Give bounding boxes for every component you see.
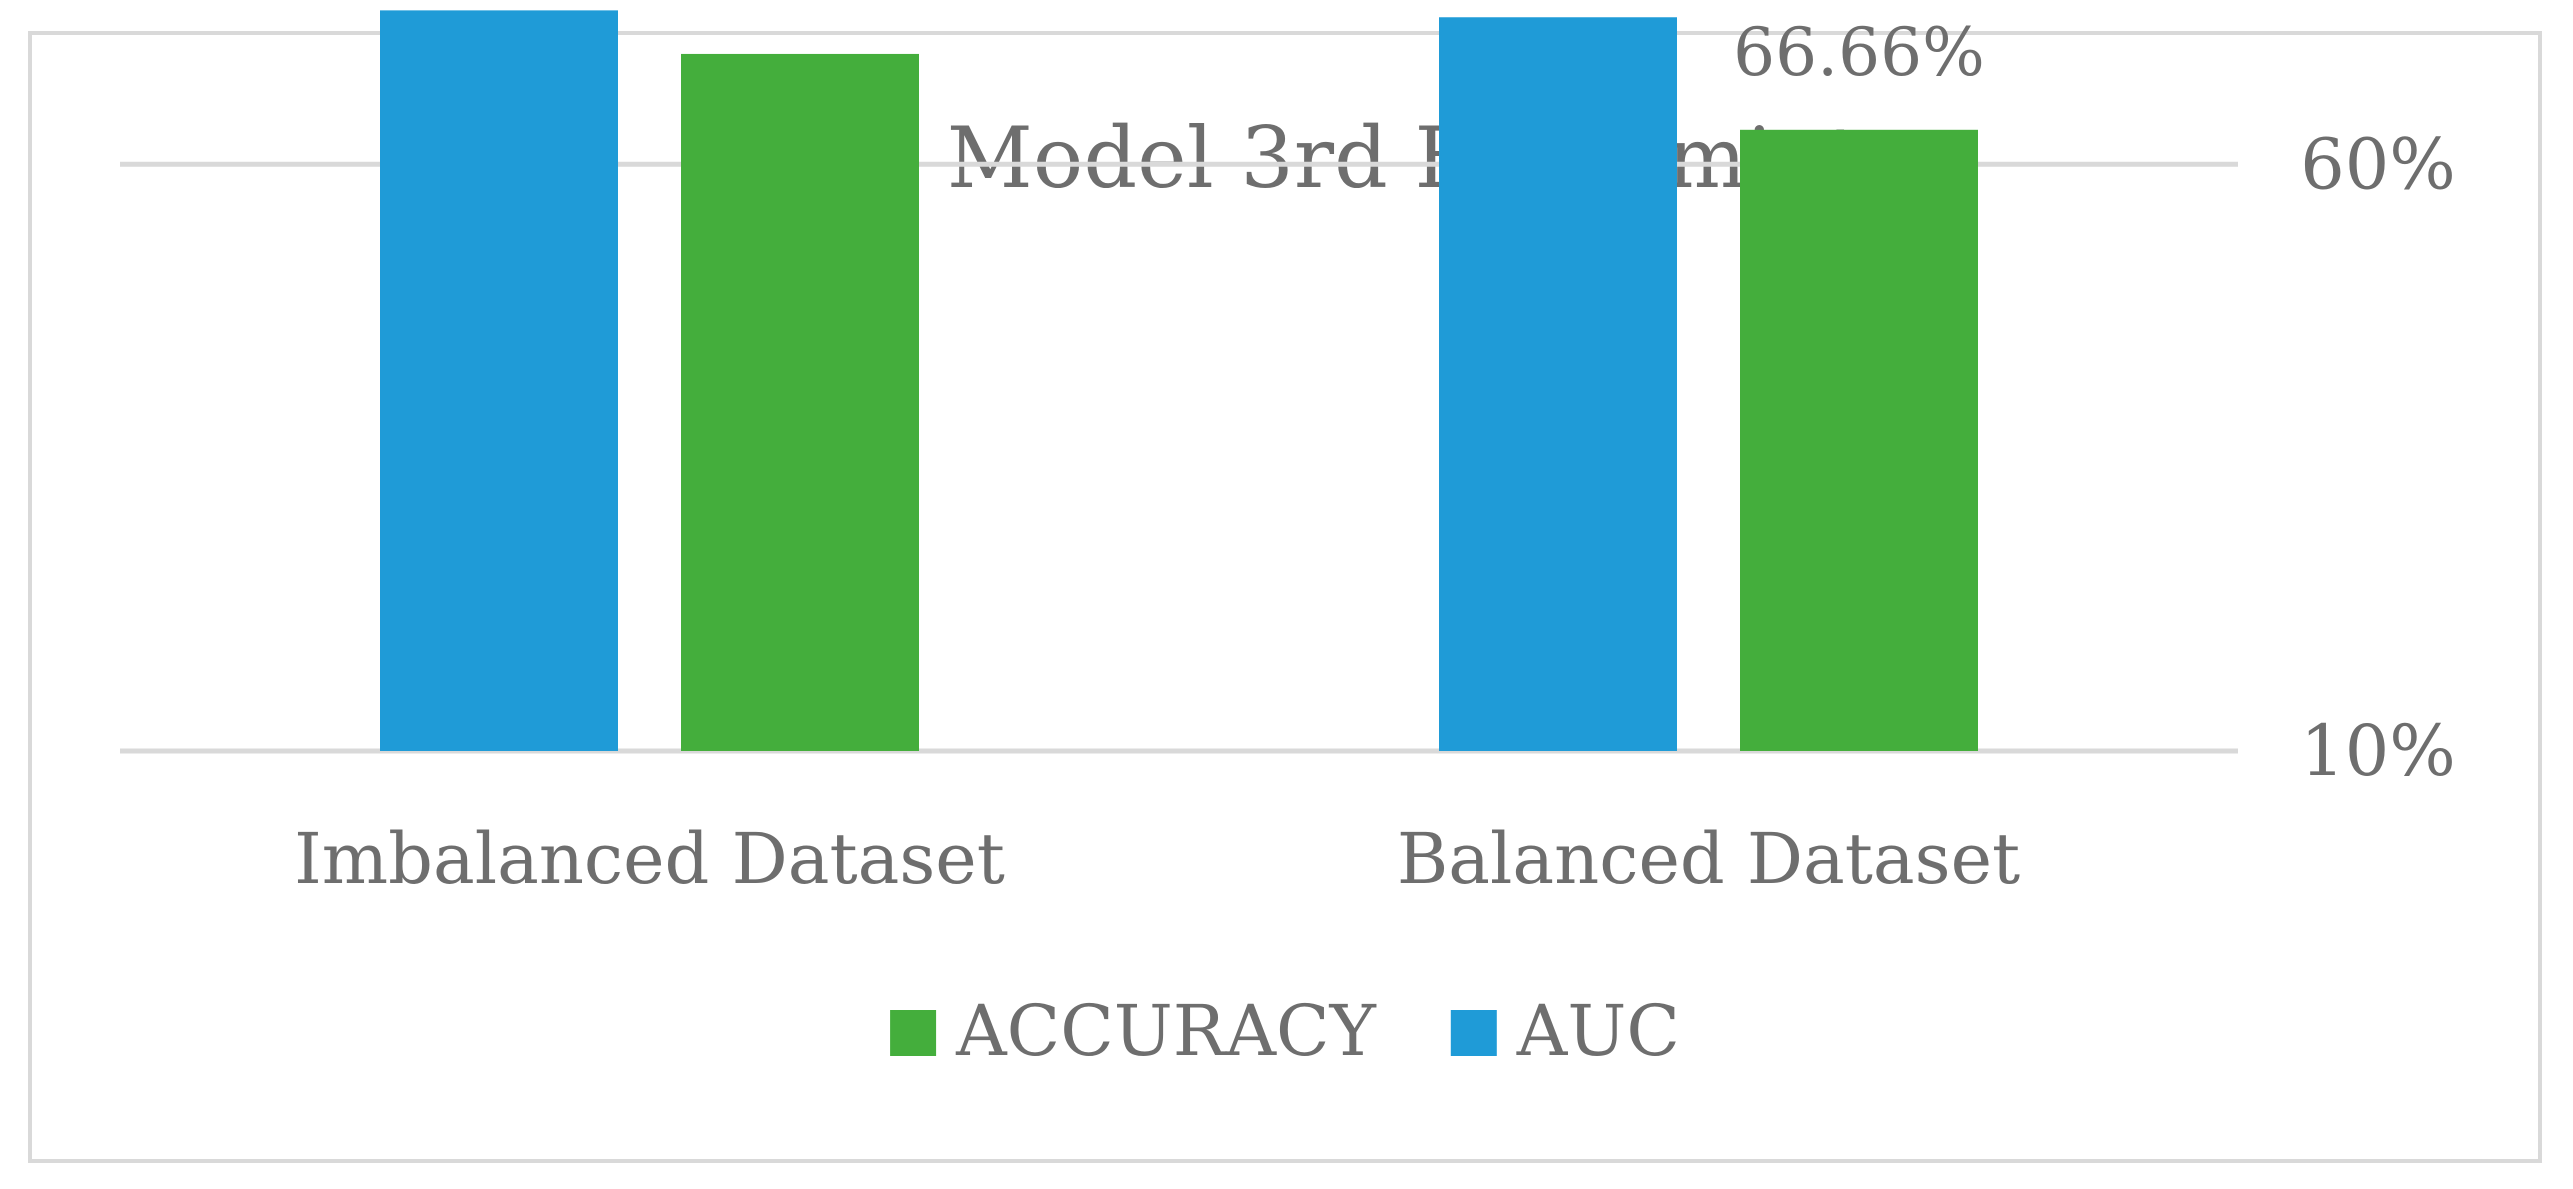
data-label: 84.04% [674,0,926,15]
y-tick-label: 10% [2300,710,2456,792]
legend-swatch [890,1010,937,1056]
data-labels: 96%84.04%94%66.66% [674,0,1985,91]
legend: ACCURACY AUC [890,990,1680,1072]
legend-label: AUC [1516,990,1680,1072]
data-label: 66.66% [1733,14,1985,91]
legend-item: AUC [1450,990,1680,1072]
bar-accuracy [1740,129,1978,752]
bar-accuracy [681,53,919,752]
y-axis-tick-labels: 10% 60% [2300,123,2456,792]
bar-auc [1439,17,1677,752]
bars [380,10,1978,752]
legend-label: ACCURACY [955,990,1376,1072]
legend-swatch [1450,1010,1497,1056]
y-tick-label: 60% [2300,123,2456,205]
x-category-label: Imbalanced Dataset [294,818,1005,900]
x-category-label: Balanced Dataset [1397,818,2020,900]
x-axis-category-labels: Imbalanced Dataset Balanced Dataset [294,818,2020,900]
legend-item: ACCURACY [890,990,1377,1072]
bar-auc [380,10,618,751]
